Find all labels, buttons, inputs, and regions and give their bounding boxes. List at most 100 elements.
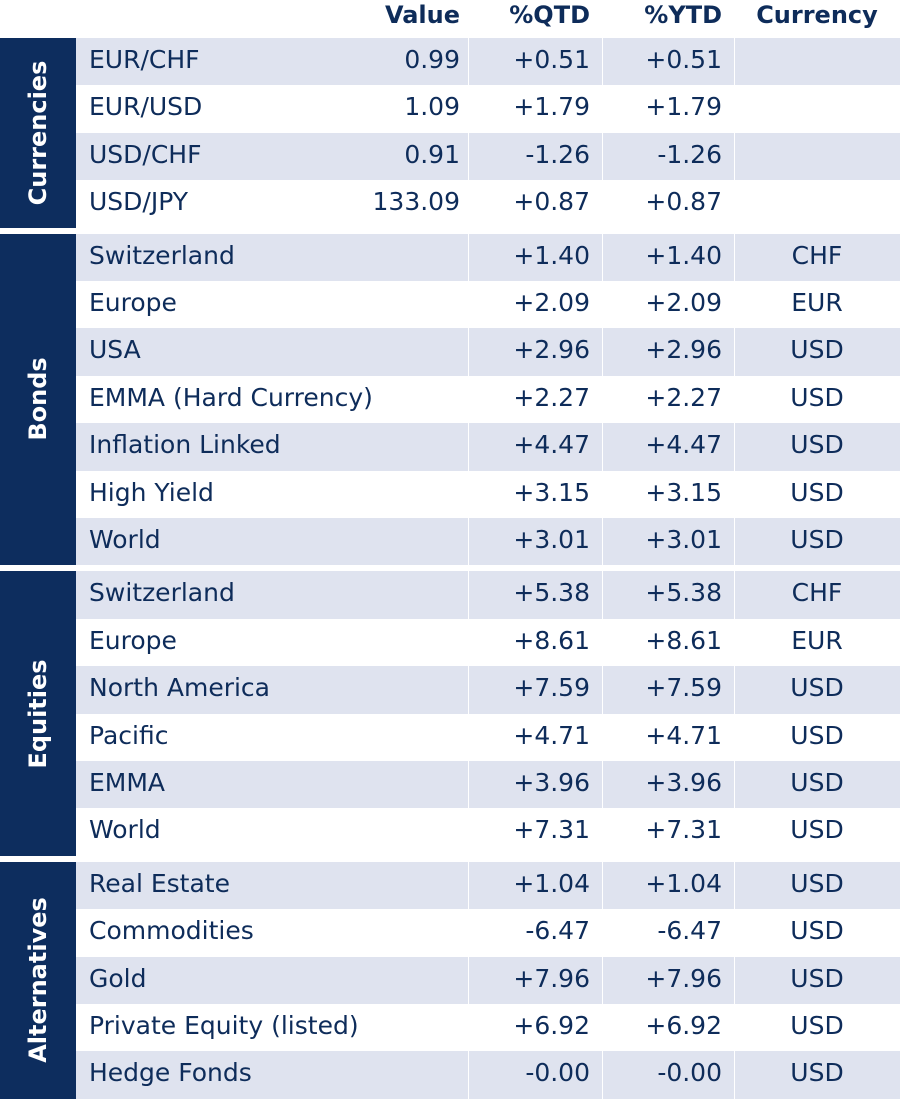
row-qtd: +4.47 (513, 430, 590, 460)
row-ytd: +0.51 (645, 45, 722, 74)
row-name: World (89, 524, 161, 554)
row-qtd: +8.61 (513, 625, 590, 655)
row-value (338, 471, 460, 518)
row-ytd: +3.15 (645, 477, 722, 507)
row-ytd: +1.40 (645, 240, 722, 270)
row-name: Commodities (89, 916, 254, 946)
column-divider (602, 808, 603, 856)
table-row: Pacific +4.71 +4.71 USD (76, 713, 900, 761)
row-value (338, 862, 460, 909)
header-ytd: %YTD (644, 1, 722, 29)
row-qtd: +1.79 (513, 92, 590, 122)
row-value: 1.09 (404, 92, 460, 122)
column-divider (602, 956, 603, 1004)
column-divider (734, 517, 735, 566)
row-ytd: +2.96 (645, 335, 722, 365)
row-value (338, 376, 460, 423)
group-label: Equities (0, 571, 76, 856)
row-qtd: +2.96 (513, 335, 590, 365)
column-divider (734, 38, 735, 86)
column-divider (734, 956, 735, 1004)
row-name: EMMA (89, 767, 166, 797)
column-divider (602, 1003, 603, 1052)
row-value (338, 518, 460, 565)
row-ytd: +7.59 (645, 673, 722, 703)
group-2: Equities Switzerland +5.38 +5.38 CHF Europe +8… (0, 571, 900, 856)
table-row: USA +2.96 +2.96 USD (76, 328, 900, 376)
table-row: Europe +8.61 +8.61 EUR (76, 618, 900, 667)
column-divider (602, 38, 603, 86)
row-ytd: +2.09 (645, 287, 722, 317)
column-divider (734, 423, 735, 471)
group-label: Currencies (0, 38, 76, 228)
row-currency: CHF (791, 578, 843, 608)
column-divider (734, 909, 735, 957)
column-divider (734, 233, 735, 281)
column-divider (734, 861, 735, 910)
row-ytd: +5.38 (645, 578, 722, 608)
header-qtd: %QTD (509, 1, 590, 29)
row-qtd: +4.71 (513, 720, 590, 750)
column-divider (468, 808, 469, 856)
row-qtd: +2.09 (513, 287, 590, 317)
table-row: USD/CHF 0.91 -1.26 -1.26 (76, 132, 900, 181)
row-qtd: -0.00 (525, 1058, 590, 1088)
row-qtd: +6.92 (513, 1010, 590, 1040)
row-currency: USD (790, 720, 844, 750)
column-divider (602, 618, 603, 667)
row-value (338, 761, 460, 808)
row-qtd: +0.87 (513, 187, 590, 217)
column-divider (602, 85, 603, 133)
row-value (338, 619, 460, 666)
row-name: USA (89, 335, 141, 365)
row-value (338, 281, 460, 328)
column-divider (734, 375, 735, 424)
row-value: 0.91 (404, 139, 460, 169)
row-currency (734, 133, 900, 180)
column-divider (734, 760, 735, 809)
row-currency: USD (790, 673, 844, 703)
row-value (338, 666, 460, 713)
row-currency: USD (790, 767, 844, 797)
column-divider (734, 1051, 735, 1099)
row-name: EUR/CHF (89, 45, 200, 74)
table-row: Switzerland +1.40 +1.40 CHF (76, 233, 900, 281)
column-divider (734, 132, 735, 181)
column-divider (734, 180, 735, 228)
column-divider (734, 85, 735, 133)
column-divider (602, 233, 603, 281)
row-currency: USD (790, 916, 844, 946)
row-ytd: +3.01 (645, 524, 722, 554)
row-qtd: +7.31 (513, 815, 590, 845)
row-qtd: +7.59 (513, 673, 590, 703)
column-divider (602, 328, 603, 376)
column-divider (734, 280, 735, 329)
column-divider (602, 861, 603, 910)
row-ytd: +1.04 (645, 868, 722, 898)
row-currency: USD (790, 1010, 844, 1040)
row-ytd: -1.26 (657, 139, 722, 169)
row-value (338, 234, 460, 281)
column-divider (602, 666, 603, 714)
column-divider (468, 517, 469, 566)
row-currency: EUR (791, 625, 843, 655)
table-row: EUR/CHF 0.99 +0.51 +0.51 (76, 38, 900, 86)
table-row: World +7.31 +7.31 USD (76, 808, 900, 856)
row-value (338, 328, 460, 375)
column-divider (602, 470, 603, 518)
column-divider (734, 713, 735, 761)
table-row: Gold +7.96 +7.96 USD (76, 956, 900, 1004)
row-ytd: -6.47 (657, 916, 722, 946)
column-divider (602, 375, 603, 424)
row-ytd: +6.92 (645, 1010, 722, 1040)
group-label-text: Bonds (24, 357, 52, 442)
column-divider (468, 423, 469, 471)
row-ytd: +0.87 (645, 187, 722, 217)
row-currency: USD (790, 963, 844, 993)
row-currency: USD (790, 477, 844, 507)
row-ytd: +4.47 (645, 430, 722, 460)
group-label: Alternatives (0, 861, 76, 1099)
row-currency (734, 180, 900, 227)
table-row: Switzerland +5.38 +5.38 CHF (76, 571, 900, 619)
row-ytd: +7.96 (645, 963, 722, 993)
